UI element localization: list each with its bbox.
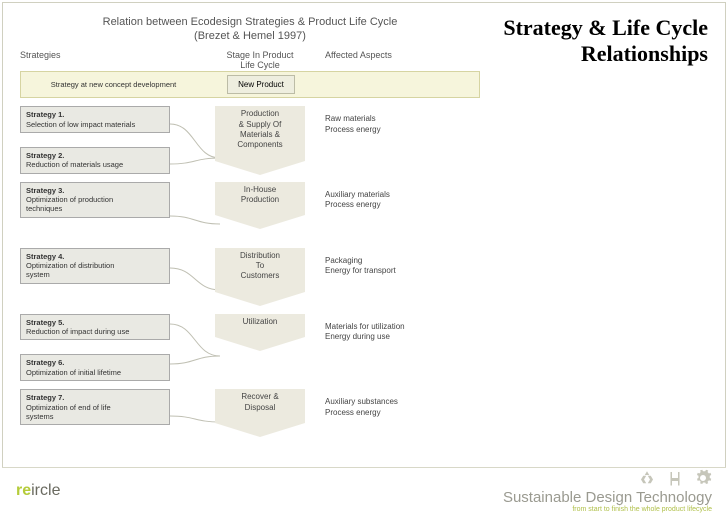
stage-col: In-HouseProduction: [205, 182, 315, 216]
strategies-col: Strategy 3.Optimization of productiontec…: [20, 182, 205, 218]
aspects-col: Auxiliary substancesProcess energy: [315, 389, 465, 419]
page-title-line2: Relationships: [503, 41, 708, 67]
logo-rest: ircle: [31, 482, 60, 499]
sdt-subtitle: from start to finish the whole product l…: [503, 506, 712, 513]
flow-row: Strategy 3.Optimization of productiontec…: [20, 182, 480, 240]
flow-row: Strategy 1.Selection of low impact mater…: [20, 106, 480, 174]
strategies-col: Strategy 1.Selection of low impact mater…: [20, 106, 205, 174]
stage-col: Utilization: [205, 314, 315, 337]
highlight-row: Strategy at new concept development New …: [20, 71, 480, 98]
flow-row: Strategy 7.Optimization of end of lifesy…: [20, 389, 480, 447]
sdt-title: Sustainable Design Technology: [503, 489, 712, 506]
header-aspects: Affected Aspects: [315, 50, 455, 72]
column-headers: Strategies Stage In Product Life Cycle A…: [20, 50, 480, 72]
flow-row: Strategy 5.Reduction of impact during us…: [20, 314, 480, 382]
footer-icons: [503, 469, 712, 487]
stage-box: DistributionToCustomers: [215, 248, 305, 292]
stage-box: In-HouseProduction: [215, 182, 305, 216]
footer: reircle Sustainable Design Technology fr…: [2, 467, 726, 513]
highlight-strategy-box: Strategy at new concept development: [21, 77, 206, 92]
strategy-box: Strategy 5.Reduction of impact during us…: [20, 314, 170, 341]
strategy-box: Strategy 3.Optimization of productiontec…: [20, 182, 170, 218]
aspects-col: PackagingEnergy for transport: [315, 248, 465, 278]
page-title-line1: Strategy & Life Cycle: [503, 15, 708, 41]
flow-row: Strategy 4.Optimization of distributions…: [20, 248, 480, 306]
chart-area: Relation between Ecodesign Strategies & …: [20, 15, 480, 447]
chart-title-line1: Relation between Ecodesign Strategies & …: [103, 16, 398, 28]
strategies-col: Strategy 5.Reduction of impact during us…: [20, 314, 205, 382]
stage-col: Production& Supply OfMaterials &Componen…: [205, 106, 315, 161]
strategies-col: Strategy 4.Optimization of distributions…: [20, 248, 205, 284]
chair-icon: [666, 469, 684, 487]
gear-icon: [694, 469, 712, 487]
aspects-col: Raw materialsProcess energy: [315, 106, 465, 136]
strategy-box: Strategy 4.Optimization of distributions…: [20, 248, 170, 284]
strategy-box: Strategy 6.Optimization of initial lifet…: [20, 354, 170, 381]
page-title: Strategy & Life Cycle Relationships: [503, 15, 708, 67]
stage-box: Utilization: [215, 314, 305, 337]
chart-title: Relation between Ecodesign Strategies & …: [20, 15, 480, 44]
logo-re: re: [16, 482, 31, 499]
stage-col: DistributionToCustomers: [205, 248, 315, 292]
footer-right: Sustainable Design Technology from start…: [503, 469, 712, 513]
logo: reircle: [16, 482, 60, 500]
header-strategies: Strategies: [20, 50, 205, 72]
strategy-box: Strategy 2.Reduction of materials usage: [20, 147, 170, 174]
aspects-col: Auxiliary materialsProcess energy: [315, 182, 465, 212]
aspects-col: Materials for utilizationEnergy during u…: [315, 314, 465, 344]
stage-col: Recover &Disposal: [205, 389, 315, 423]
header-stage: Stage In Product Life Cycle: [205, 50, 315, 72]
strategy-box: Strategy 1.Selection of low impact mater…: [20, 106, 170, 133]
stage-box: Recover &Disposal: [215, 389, 305, 423]
strategy-box: Strategy 7.Optimization of end of lifesy…: [20, 389, 170, 425]
strategies-col: Strategy 7.Optimization of end of lifesy…: [20, 389, 205, 425]
flow-area: Strategy 1.Selection of low impact mater…: [20, 106, 480, 447]
highlight-stage-box: New Product: [227, 75, 295, 94]
stage-box: Production& Supply OfMaterials &Componen…: [215, 106, 305, 161]
chart-title-line2: (Brezet & Hemel 1997): [194, 30, 306, 42]
recycle-icon: [638, 469, 656, 487]
